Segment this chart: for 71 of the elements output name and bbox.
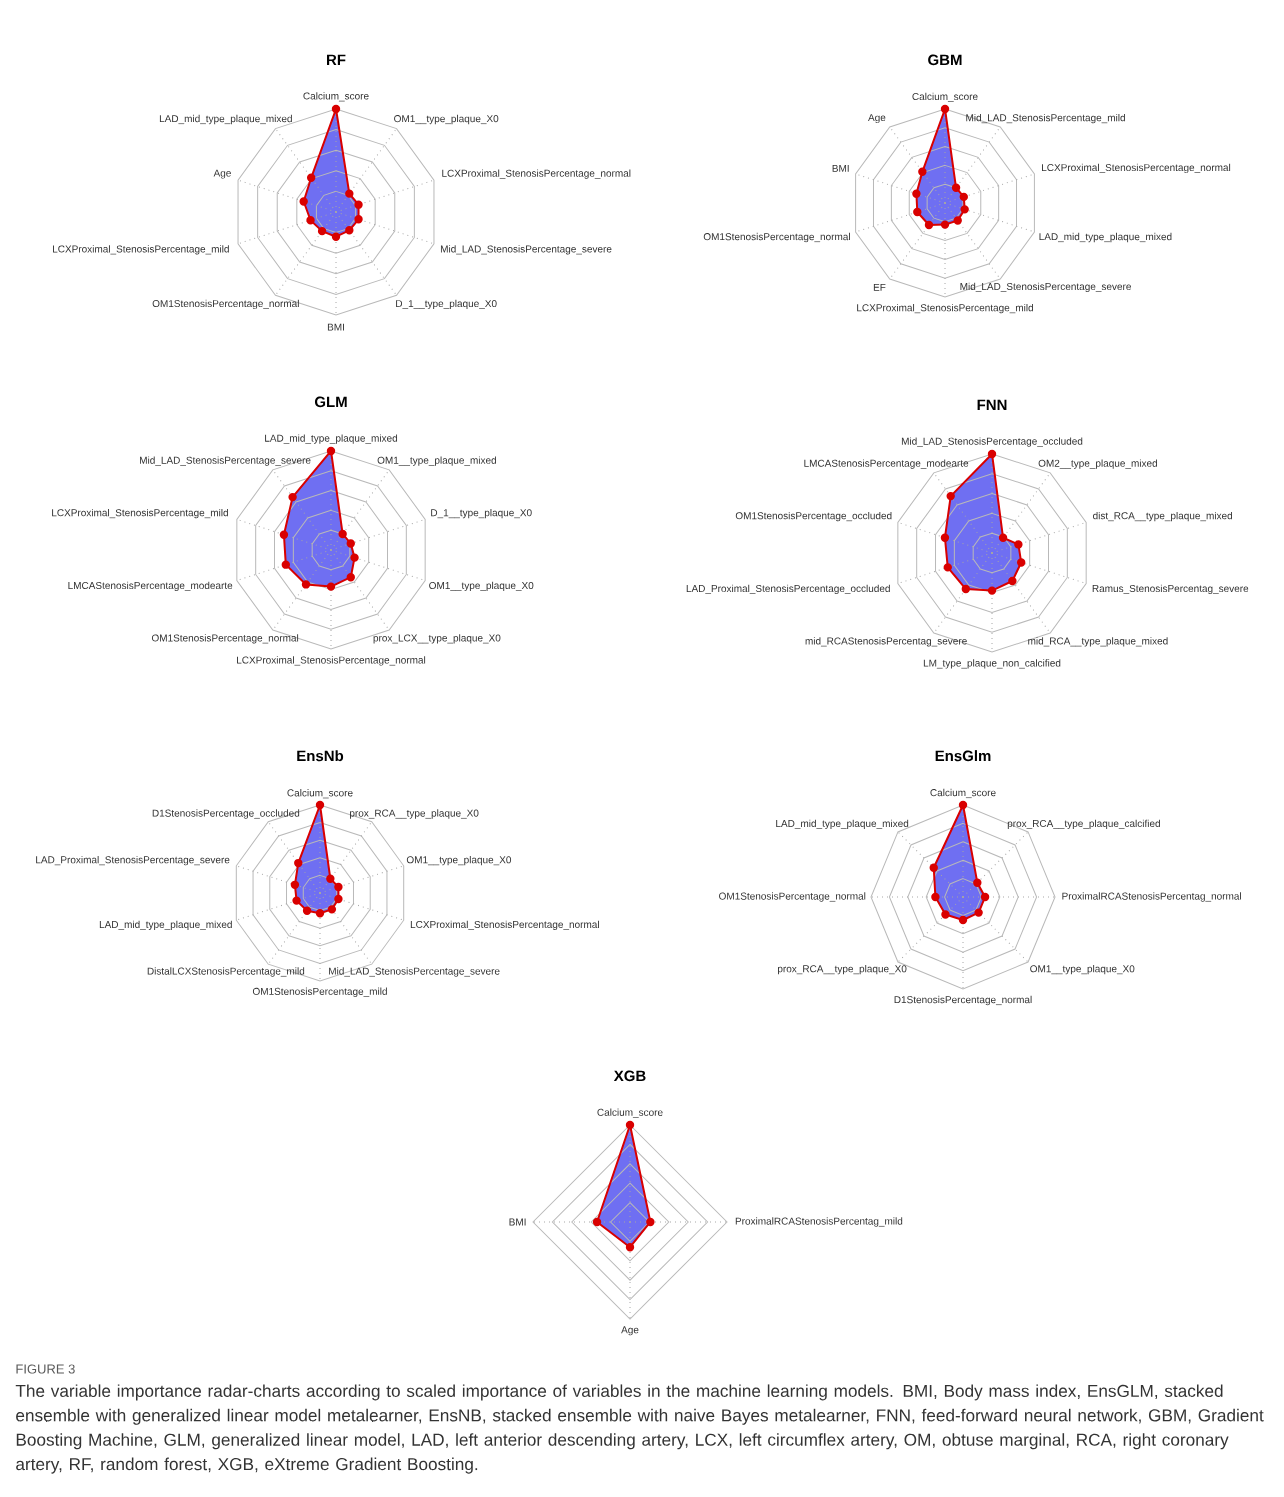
spoke-label: LM_type_plaque_non_calcified	[923, 659, 1061, 669]
spoke-label: LCXProximal_StenosisPercentage_mild	[52, 508, 228, 519]
spoke-label: OM1__type_plaque_X0	[1030, 964, 1135, 975]
spoke-label: LCXProximal_StenosisPercentage_normal	[442, 169, 631, 179]
spoke-label: OM1__type_plaque_X0	[394, 114, 499, 125]
spoke-label: EF	[873, 283, 886, 291]
spoke-label: LAD_mid_type_plaque_mixed	[265, 434, 398, 444]
spoke-label: Mid_LAD_StenosisPercentage_occluded	[901, 437, 1083, 447]
spoke-label: OM1__type_plaque_mixed	[377, 456, 497, 466]
spoke-label: Mid_LAD_StenosisPercentage_severe	[960, 282, 1131, 293]
spoke-label: OM1StenosisPercentage_normal	[719, 892, 866, 902]
spoke-label: Calcium_score	[303, 92, 369, 102]
chart-title: EnsGlm	[935, 750, 991, 762]
spoke-label: Mid_LAD_StenosisPercentage_severe	[140, 456, 311, 466]
spoke-label: Mid_LAD_StenosisPercentage_severe	[440, 245, 612, 255]
spoke-label: Calcium_score	[930, 788, 996, 799]
spoke-label: OM2__type_plaque_mixed	[1038, 459, 1158, 469]
spoke-label: prox_RCA__type_plaque_X0	[778, 964, 907, 975]
spoke-label: prox_RCA__type_plaque_X0	[350, 809, 479, 819]
spoke-label: LAD_mid_type_plaque_mixed	[99, 920, 232, 930]
spoke-label: LAD_Proximal_StenosisPercentage_occluded	[686, 584, 890, 595]
spoke-label: OM1__type_plaque_X0	[406, 855, 512, 866]
spoke-label: prox_LCX__type_plaque_X0	[373, 634, 501, 644]
chart-title: GBM	[928, 54, 962, 66]
spoke-label: OM1StenosisPercentage_mild	[252, 987, 387, 997]
spoke-label: mid_RCA__type_plaque_mixed	[1028, 637, 1168, 647]
spoke-label: Calcium_score	[597, 1108, 663, 1118]
spoke-label: Calcium_score	[912, 92, 978, 102]
spoke-label: BMI	[832, 164, 849, 172]
spoke-label: OM1StenosisPercentage_occluded	[735, 511, 892, 522]
spoke-label: OM1StenosisPercentage_normal	[151, 634, 299, 644]
spoke-label: Ramus_StenosisPercentag_severe	[1092, 584, 1249, 595]
spoke-label: ProximalRCAStenosisPercentag_mild	[735, 1217, 903, 1227]
spoke-label: LAD_mid_type_plaque_mixed	[159, 114, 292, 125]
spoke-label: BMI	[509, 1218, 526, 1226]
spoke-label: OM1StenosisPercentage_normal	[152, 299, 299, 310]
chart-title: XGB	[613, 1070, 646, 1082]
spoke-label: LAD_mid_type_plaque_mixed	[1039, 232, 1172, 243]
spoke-label: D1StenosisPercentage_occluded	[152, 809, 300, 819]
spoke-label: LCXProximal_StenosisPercentage_mild	[857, 303, 1033, 314]
spoke-label: DistalLCXStenosisPercentage_mild	[147, 967, 305, 977]
spoke-label: LMCAStenosisPercentage_modearte	[68, 581, 233, 592]
spoke-label: LCXProximal_StenosisPercentage_normal	[1042, 163, 1231, 174]
spoke-label: prox_RCA__type_plaque_calcified	[1007, 819, 1160, 830]
chart-title: RF	[327, 54, 346, 65]
spoke-label: ProximalRCAStenosisPercentag_normal	[1062, 892, 1241, 902]
spoke-label: Calcium_score	[287, 789, 353, 799]
spoke-label: LCXProximal_StenosisPercentage_normal	[237, 656, 426, 666]
spoke-label: LCXProximal_StenosisPercentage_mild	[53, 245, 229, 255]
spoke-label: Mid_LAD_StenosisPercentage_severe	[329, 967, 500, 977]
spoke-label: LCXProximal_StenosisPercentage_normal	[410, 920, 599, 930]
text: The variable importance radar-charts according to scaled importance of variables in the machine learning models. BMI, Body mass index, EnsGLM, stacked ensemble with generalized linear model metalearner, EnsNB, stacked ensemble with naive Bayes metalearner, FNN, feed-forward neural network, GBM, Gradient Boosting Machine, GLM, generalized linear model, LAD, left anterior descending artery, LCX, left circumflex artery, OM, obtuse marginal, RCA, right coronary artery, RF, random forest, XGB, eXtreme Gradient Boosting.	[15, 1384, 1264, 1474]
spoke-label: LAD_Proximal_StenosisPercentage_severe	[36, 855, 230, 866]
text: FIGURE 3	[16, 1364, 75, 1374]
chart-title: FNN	[977, 399, 1007, 410]
spoke-label: OM1StenosisPercentage_normal	[703, 232, 850, 243]
chart-title: GLM	[314, 396, 347, 408]
spoke-label: Age	[621, 1326, 639, 1336]
spoke-label: Age	[213, 169, 231, 179]
spoke-label: OM1__type_plaque_X0	[429, 581, 534, 592]
spoke-label: Age	[868, 114, 886, 124]
spoke-label: dist_RCA__type_plaque_mixed	[1093, 511, 1233, 522]
spoke-label: Mid_LAD_StenosisPercentage_mild	[966, 113, 1125, 124]
spoke-label: D_1__type_plaque_X0	[396, 299, 497, 310]
spoke-label: mid_RCAStenosisPercentag_severe	[805, 637, 967, 647]
spoke-label: LMCAStenosisPercentage_modearte	[804, 459, 969, 469]
spoke-label: D1StenosisPercentage_normal	[894, 995, 1032, 1006]
spoke-label: BMI	[327, 323, 344, 331]
spoke-label: LAD_mid_type_plaque_mixed	[776, 819, 909, 830]
spoke-label: D_1__type_plaque_X0	[431, 508, 532, 519]
chart-title: EnsNb	[297, 750, 344, 762]
